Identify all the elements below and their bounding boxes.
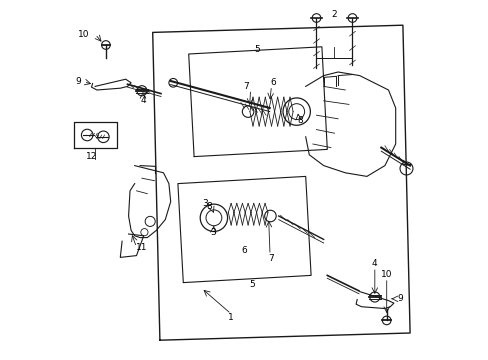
Text: 3: 3: [203, 199, 208, 208]
Text: 10: 10: [380, 270, 392, 279]
Text: 9: 9: [75, 77, 81, 86]
Text: 8: 8: [297, 116, 303, 125]
Text: 5: 5: [254, 45, 260, 54]
Text: 10: 10: [77, 30, 89, 39]
Text: 8: 8: [206, 202, 212, 211]
Text: 11: 11: [136, 243, 147, 252]
Text: 7: 7: [243, 82, 249, 91]
Text: 7: 7: [268, 253, 273, 263]
Text: 2: 2: [331, 10, 337, 19]
Text: 1: 1: [228, 313, 234, 322]
Text: 5: 5: [249, 280, 255, 289]
Text: 6: 6: [241, 247, 246, 256]
Text: 4: 4: [140, 96, 145, 105]
Text: 6: 6: [270, 78, 276, 87]
Text: 4: 4: [371, 259, 377, 269]
Text: 3: 3: [209, 228, 215, 237]
Text: 9: 9: [397, 294, 403, 303]
Text: 12: 12: [85, 152, 97, 161]
